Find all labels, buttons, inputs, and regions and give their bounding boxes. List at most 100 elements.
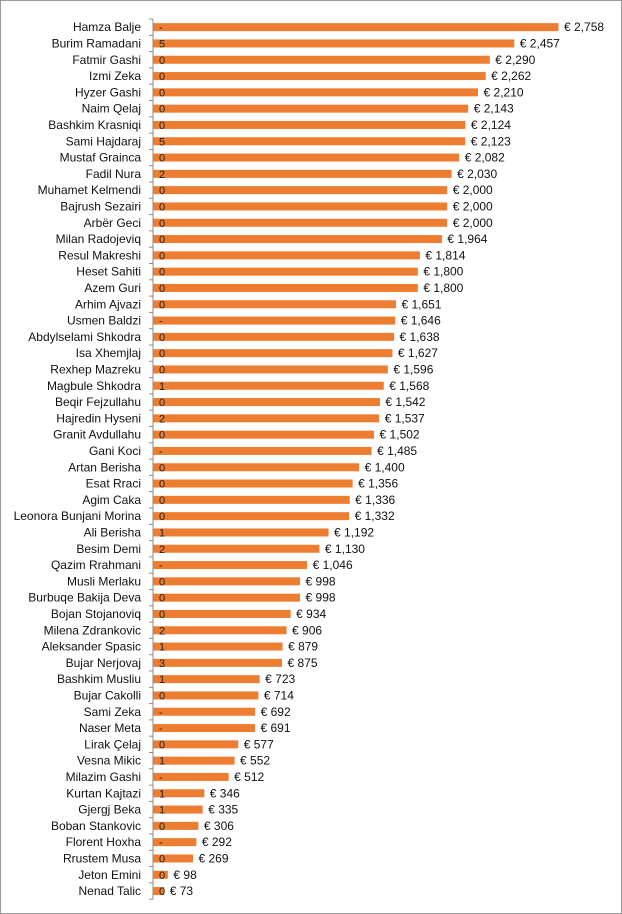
value-label: € 875 bbox=[287, 656, 317, 670]
value-label: € 2,124 bbox=[471, 118, 511, 132]
category-label: Arhim Ajvazi bbox=[75, 297, 141, 311]
inner-label: 0 bbox=[159, 739, 165, 751]
inner-label: 2 bbox=[159, 625, 165, 637]
value-label: € 1,485 bbox=[377, 444, 417, 458]
value-label: € 1,964 bbox=[447, 232, 487, 246]
inner-label: 0 bbox=[159, 71, 165, 83]
category-label: Jeton Emini bbox=[78, 868, 141, 882]
value-label: € 1,800 bbox=[423, 265, 463, 279]
category-label: Lirak Çelaj bbox=[84, 737, 141, 751]
category-label: Bujar Cakolli bbox=[74, 688, 141, 702]
category-label: Mustaf Grainca bbox=[60, 151, 142, 165]
bar bbox=[153, 772, 229, 781]
inner-label: 0 bbox=[159, 120, 165, 132]
bar bbox=[153, 789, 205, 798]
bar bbox=[153, 39, 515, 48]
category-label: Leonora Bunjani Morina bbox=[14, 509, 142, 523]
bar bbox=[153, 528, 329, 537]
bar bbox=[153, 642, 283, 651]
bar bbox=[153, 414, 380, 423]
bar bbox=[153, 479, 353, 488]
category-label: Besim Demi bbox=[76, 542, 141, 556]
inner-label: 1 bbox=[159, 756, 165, 768]
category-label: Burbuqe Bakija Deva bbox=[28, 591, 141, 605]
bar bbox=[153, 463, 360, 472]
category-label: Kurtan Kajtazi bbox=[66, 786, 141, 800]
category-labels: Hamza Balje Burim Ramadani Fatmir Gashi Izm… bbox=[14, 20, 142, 898]
category-label: Hajredin Hyseni bbox=[56, 411, 141, 425]
bars-group bbox=[153, 23, 559, 896]
category-label: Abdylselami Shkodra bbox=[28, 330, 141, 344]
value-label: € 1,542 bbox=[385, 395, 425, 409]
inner-label: 0 bbox=[159, 430, 165, 442]
category-label: Resul Makreshi bbox=[58, 248, 141, 262]
value-label: € 73 bbox=[170, 884, 194, 898]
inner-label: 0 bbox=[159, 690, 165, 702]
bar bbox=[153, 577, 301, 586]
value-label: € 714 bbox=[264, 688, 294, 702]
inner-label: 1 bbox=[159, 642, 165, 654]
inner-label: 0 bbox=[159, 267, 165, 279]
value-label: € 1,046 bbox=[313, 558, 353, 572]
inner-label: 2 bbox=[159, 413, 165, 425]
bar bbox=[153, 153, 460, 162]
bar bbox=[153, 675, 260, 684]
category-label: Bashkim Krasniqi bbox=[48, 118, 141, 132]
inner-label: 0 bbox=[159, 821, 165, 833]
category-label: Milazim Gashi bbox=[66, 770, 141, 784]
category-label: Milena Zdrankovic bbox=[44, 623, 141, 637]
bar bbox=[153, 446, 372, 455]
bar bbox=[153, 381, 384, 390]
bar bbox=[153, 283, 418, 292]
inner-label: - bbox=[159, 707, 163, 719]
value-label: € 98 bbox=[173, 868, 197, 882]
category-label: Agim Caka bbox=[82, 493, 141, 507]
category-label: Bashkim Musliu bbox=[57, 672, 141, 686]
category-label: Boban Stankovic bbox=[51, 819, 141, 833]
inner-label: 0 bbox=[159, 104, 165, 116]
bar bbox=[153, 887, 165, 896]
value-label: € 1,336 bbox=[355, 493, 395, 507]
inner-label: 0 bbox=[159, 397, 165, 409]
inner-label: 0 bbox=[159, 185, 165, 197]
inner-label: 1 bbox=[159, 527, 165, 539]
value-label: € 1,502 bbox=[380, 428, 420, 442]
inner-label: 0 bbox=[159, 364, 165, 376]
value-label: € 1,332 bbox=[355, 509, 395, 523]
bar bbox=[153, 186, 448, 195]
bar bbox=[153, 838, 197, 847]
bar bbox=[153, 544, 320, 553]
value-label: € 1,192 bbox=[334, 525, 374, 539]
bar bbox=[153, 495, 350, 504]
category-label: Bojan Stojanoviq bbox=[51, 607, 141, 621]
bar bbox=[153, 658, 282, 667]
inner-label: - bbox=[159, 772, 163, 784]
inner-label: 0 bbox=[159, 283, 165, 295]
category-label: Arbër Geci bbox=[84, 216, 141, 230]
bar bbox=[153, 512, 350, 521]
bar bbox=[153, 316, 396, 325]
inner-label: 5 bbox=[159, 38, 165, 50]
bar bbox=[153, 365, 388, 374]
category-label: Artan Berisha bbox=[68, 460, 141, 474]
value-label: € 723 bbox=[265, 672, 295, 686]
inner-label: - bbox=[159, 22, 163, 34]
axis-ticks bbox=[149, 18, 153, 900]
value-label: € 1,537 bbox=[385, 411, 425, 425]
value-label: € 1,627 bbox=[398, 346, 438, 360]
bar bbox=[153, 332, 395, 341]
category-label: Naser Meta bbox=[79, 721, 141, 735]
category-label: Magbule Shkodra bbox=[47, 379, 141, 393]
category-label: Gjergj Beka bbox=[78, 803, 141, 817]
inner-label: 0 bbox=[159, 201, 165, 213]
inner-label: 0 bbox=[159, 479, 165, 491]
inner-label: 1 bbox=[159, 381, 165, 393]
value-label: € 2,000 bbox=[453, 199, 493, 213]
bar bbox=[153, 120, 466, 129]
inner-label: 0 bbox=[159, 495, 165, 507]
value-label: € 2,123 bbox=[471, 134, 511, 148]
bar bbox=[153, 72, 486, 81]
value-label: € 346 bbox=[210, 786, 240, 800]
bar bbox=[153, 23, 559, 32]
